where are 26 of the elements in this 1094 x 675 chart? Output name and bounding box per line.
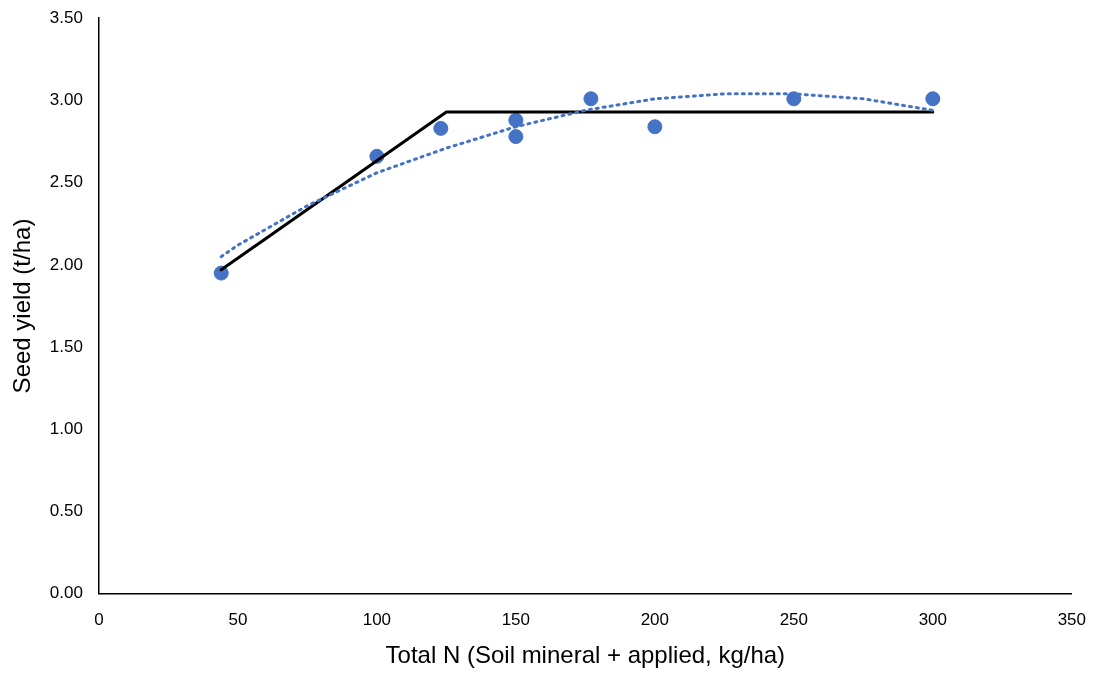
y-tick-label: 3.00 (49, 90, 83, 110)
x-tick-label: 300 (918, 609, 948, 629)
y-tick-label: 2.50 (49, 172, 83, 192)
point (925, 91, 941, 107)
y-tick-label: 1.50 (49, 336, 83, 356)
point (433, 120, 449, 136)
y-tick-label: 0.00 (49, 583, 83, 603)
line-series (219, 92, 935, 259)
x-tick-label: 250 (779, 609, 809, 629)
point (786, 91, 802, 107)
y-tick-label: 3.50 (49, 7, 83, 27)
point (583, 91, 599, 107)
x-tick-label: 150 (501, 609, 531, 629)
y-axis-title: Seed yield (t/ha) (8, 218, 36, 394)
point (508, 112, 524, 128)
y-tick-label: 1.00 (49, 419, 83, 439)
y-tick-label: 0.50 (49, 501, 83, 521)
x-tick-label: 0 (94, 609, 104, 629)
x-tick-label: 350 (1057, 609, 1087, 629)
x-tick-label: 100 (362, 609, 392, 629)
y-tick-label: 2.00 (49, 254, 83, 274)
x-axis-title: Total N (Soil mineral + applied, kg/ha) (385, 641, 786, 669)
point (647, 119, 663, 135)
x-tick-label: 200 (640, 609, 670, 629)
point (508, 129, 524, 145)
x-tick-label: 50 (228, 609, 248, 629)
